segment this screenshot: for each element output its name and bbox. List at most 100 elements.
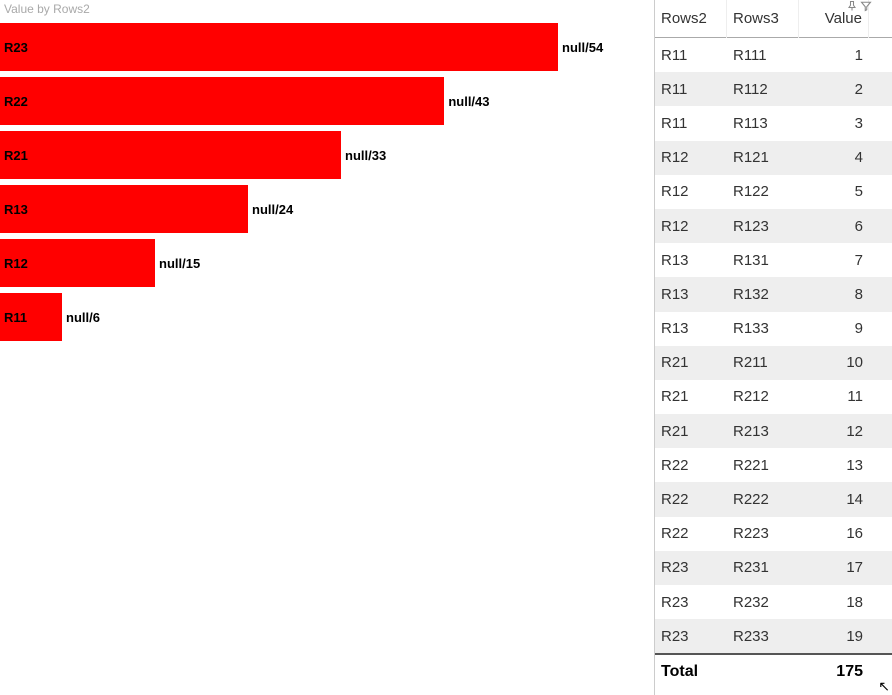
table-row[interactable]: R11R1133 [655, 106, 892, 140]
table-pane: Rows2 Rows3 Value R11R1111R11R1122R11R11… [654, 0, 892, 695]
bar-value-label: null/24 [252, 202, 293, 217]
table-row[interactable]: R22R22113 [655, 448, 892, 482]
cell-value: 11 [799, 380, 869, 414]
cell-rows2: R22 [655, 448, 727, 482]
bar-row[interactable]: R22 null/43 [0, 76, 650, 126]
cell-rows2: R11 [655, 38, 727, 72]
table-row[interactable]: R13R1317 [655, 243, 892, 277]
cell-rows3: R133 [727, 312, 799, 346]
cell-value: 8 [799, 277, 869, 311]
bar-category-label: R12 [4, 256, 28, 271]
cell-rows3: R111 [727, 38, 799, 72]
bar-value-label: null/33 [345, 148, 386, 163]
header-icons [846, 0, 872, 17]
bar[interactable] [0, 131, 341, 179]
cell-rows3: R113 [727, 106, 799, 140]
cell-value: 17 [799, 551, 869, 585]
cell-value: 6 [799, 209, 869, 243]
bar[interactable] [0, 77, 444, 125]
table-row[interactable]: R21R21211 [655, 380, 892, 414]
cell-rows2: R22 [655, 517, 727, 551]
column-header-rows3[interactable]: Rows3 [727, 0, 799, 38]
cell-rows3: R231 [727, 551, 799, 585]
cell-value: 9 [799, 312, 869, 346]
filter-icon[interactable] [860, 0, 872, 17]
cell-rows2: R13 [655, 243, 727, 277]
bar-row[interactable]: R11null/6 [0, 292, 650, 342]
cell-rows2: R11 [655, 72, 727, 106]
cell-value: 13 [799, 448, 869, 482]
chart-title: Value by Rows2 [0, 0, 650, 18]
cell-rows2: R21 [655, 414, 727, 448]
table-row[interactable]: R22R22214 [655, 482, 892, 516]
cell-rows3: R131 [727, 243, 799, 277]
cell-value: 16 [799, 517, 869, 551]
cell-rows3: R232 [727, 585, 799, 619]
cell-rows3: R121 [727, 141, 799, 175]
table-row[interactable]: R13R1339 [655, 312, 892, 346]
bar[interactable] [0, 185, 248, 233]
table-row[interactable]: R22R22316 [655, 517, 892, 551]
cell-rows3: R223 [727, 517, 799, 551]
bar-row[interactable]: R12 null/15 [0, 238, 650, 288]
chart-pane: Value by Rows2 R23 null/54 R22 null/43 R21 nu… [0, 0, 650, 695]
table-row[interactable]: R12R1236 [655, 209, 892, 243]
pin-icon[interactable] [846, 0, 858, 17]
cell-value: 4 [799, 141, 869, 175]
cell-value: 1 [799, 38, 869, 72]
cell-rows3: R212 [727, 380, 799, 414]
table-body: R11R1111R11R1122R11R1133R12R1214R12R1225… [655, 38, 892, 653]
table-row[interactable]: R11R1111 [655, 38, 892, 72]
cell-rows3: R222 [727, 482, 799, 516]
cell-rows3: R122 [727, 175, 799, 209]
total-label: Total [655, 663, 799, 681]
cell-rows2: R12 [655, 209, 727, 243]
bar-category-label: R23 [4, 40, 28, 55]
cell-rows2: R23 [655, 619, 727, 653]
table-header: Rows2 Rows3 Value [655, 0, 892, 38]
cell-rows3: R211 [727, 346, 799, 380]
table-row[interactable]: R13R1328 [655, 277, 892, 311]
bar-value-label: null/54 [562, 40, 603, 55]
bar-category-label: R22 [4, 94, 28, 109]
table-row[interactable]: R12R1225 [655, 175, 892, 209]
bar-value-label: null/43 [448, 94, 489, 109]
cell-value: 19 [799, 619, 869, 653]
table-row[interactable]: R21R21110 [655, 346, 892, 380]
bar-row[interactable]: R21 null/33 [0, 130, 650, 180]
cell-rows2: R21 [655, 346, 727, 380]
table-row[interactable]: R23R23218 [655, 585, 892, 619]
cell-rows2: R22 [655, 482, 727, 516]
cell-rows2: R23 [655, 551, 727, 585]
total-value: 175 [799, 663, 869, 681]
bar-row[interactable]: R23 null/54 [0, 22, 650, 72]
cell-rows3: R112 [727, 72, 799, 106]
table-row[interactable]: R23R23117 [655, 551, 892, 585]
cell-rows2: R13 [655, 277, 727, 311]
cell-rows3: R221 [727, 448, 799, 482]
cell-value: 3 [799, 106, 869, 140]
cell-rows2: R23 [655, 585, 727, 619]
table-footer: Total 175 [655, 653, 892, 689]
cell-value: 18 [799, 585, 869, 619]
cell-value: 14 [799, 482, 869, 516]
cursor-icon: ↖ [878, 678, 890, 695]
table-row[interactable]: R21R21312 [655, 414, 892, 448]
bar-row[interactable]: R13null/24 [0, 184, 650, 234]
cell-rows3: R132 [727, 277, 799, 311]
cell-rows3: R233 [727, 619, 799, 653]
bar-chart[interactable]: R23 null/54 R22 null/43 R21 null/33 R13null/24… [0, 22, 650, 342]
cell-rows3: R213 [727, 414, 799, 448]
cell-rows3: R123 [727, 209, 799, 243]
table-row[interactable]: R12R1214 [655, 141, 892, 175]
table-row[interactable]: R23R23319 [655, 619, 892, 653]
table-row[interactable]: R11R1122 [655, 72, 892, 106]
cell-value: 7 [799, 243, 869, 277]
cell-rows2: R13 [655, 312, 727, 346]
bar-category-label: R21 [4, 148, 28, 163]
bar-value-label: null/15 [159, 256, 200, 271]
cell-value: 10 [799, 346, 869, 380]
bar[interactable] [0, 23, 558, 71]
bar-category-label: R11 [4, 310, 27, 325]
column-header-rows2[interactable]: Rows2 [655, 0, 727, 38]
